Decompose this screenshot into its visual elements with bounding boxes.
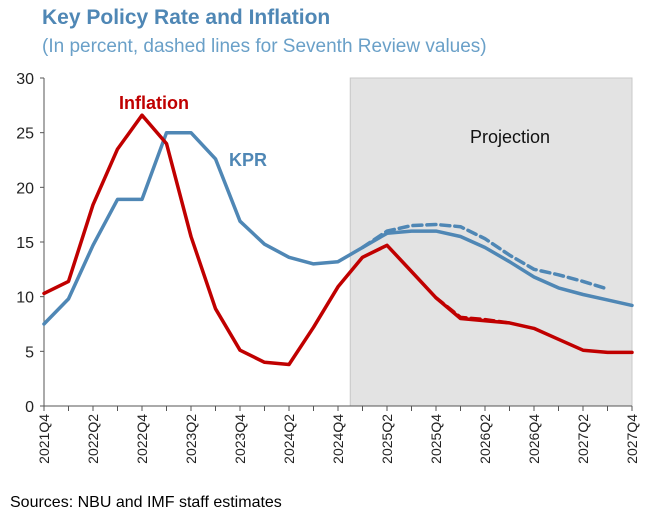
kpr-label: KPR [229, 150, 267, 170]
y-tick-label: 10 [16, 290, 34, 307]
y-tick-label: 15 [16, 235, 34, 252]
kpr-seventh-review-line [360, 222, 610, 291]
y-tick-label: 25 [16, 126, 34, 143]
x-tick-label: 2025Q4 [428, 414, 444, 464]
x-tick-label: 2026Q4 [526, 414, 542, 464]
projection-label: Projection [470, 127, 550, 147]
source-note: Sources: NBU and IMF staff estimates [10, 494, 282, 511]
chart-title: Key Policy Rate and Inflation [42, 6, 331, 29]
x-tick-label: 2024Q2 [281, 414, 297, 464]
x-tick-label: 2026Q2 [477, 414, 493, 464]
chart-subtitle: (In percent, dashed lines for Seventh Re… [42, 36, 487, 57]
y-tick-label: 30 [16, 71, 34, 88]
y-tick-label: 0 [25, 399, 34, 416]
kpr-line [42, 130, 634, 326]
x-tick-label: 2022Q2 [85, 414, 101, 464]
x-tick-label: 2023Q4 [232, 414, 248, 464]
y-tick-label: 20 [16, 180, 34, 197]
x-tick-label: 2024Q4 [330, 414, 346, 464]
x-tick-label: 2022Q4 [134, 414, 150, 464]
x-tick-label: 2025Q2 [379, 414, 395, 464]
y-tick-label: 5 [25, 344, 34, 361]
inflation-line [42, 113, 634, 367]
inflation-label: Inflation [119, 93, 189, 113]
x-tick-label: 2021Q4 [36, 414, 52, 464]
x-tick-label: 2023Q2 [183, 414, 199, 464]
x-tick-label: 2027Q2 [575, 414, 591, 464]
x-tick-label: 2027Q4 [624, 414, 640, 464]
